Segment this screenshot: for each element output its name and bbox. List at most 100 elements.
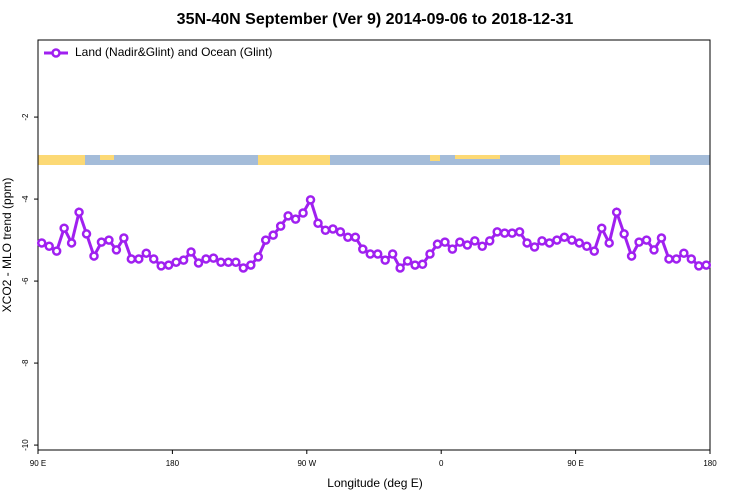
point: [283, 211, 293, 221]
map-strip: [38, 155, 710, 165]
point: [641, 235, 652, 245]
point: [559, 232, 570, 242]
point: [141, 248, 152, 258]
point: [216, 257, 226, 267]
point: [201, 254, 211, 264]
point: [268, 230, 278, 240]
point: [387, 249, 398, 259]
point: [89, 251, 99, 261]
point: [81, 229, 92, 239]
point: [604, 238, 614, 248]
point: [208, 253, 219, 263]
point: [477, 241, 488, 251]
point: [410, 260, 420, 270]
y-tick-label: -4: [21, 195, 30, 203]
point: [96, 237, 107, 247]
x-tick-label: 90 E: [567, 459, 583, 468]
point: [656, 233, 667, 243]
x-tick-label: 0: [439, 459, 444, 468]
x-tick-label: 180: [166, 459, 180, 468]
legend-label: Land (Nadir&Glint) and Ocean (Glint): [75, 45, 272, 59]
point: [358, 244, 368, 254]
x-tick-label: 180: [703, 459, 717, 468]
point: [649, 245, 659, 255]
point: [193, 258, 204, 268]
point: [425, 249, 435, 259]
point: [126, 254, 137, 264]
point: [148, 254, 159, 264]
point: [313, 218, 323, 229]
point: [455, 237, 465, 247]
point: [372, 249, 383, 259]
point: [178, 255, 189, 265]
point: [223, 257, 234, 267]
point: [275, 221, 286, 231]
point: [582, 241, 592, 251]
point: [36, 238, 47, 248]
legend-marker: [51, 48, 61, 58]
point: [567, 235, 577, 245]
point: [298, 208, 308, 218]
point: [492, 227, 502, 237]
point: [163, 260, 174, 270]
point: [238, 263, 249, 273]
y-tick-label: -2: [21, 113, 30, 121]
point: [74, 207, 84, 217]
point: [611, 207, 622, 217]
point: [589, 246, 600, 256]
point: [253, 252, 264, 262]
point: [104, 235, 114, 245]
point: [671, 254, 682, 264]
point: [402, 256, 413, 266]
point: [231, 257, 241, 267]
point: [507, 228, 517, 238]
x-tick-label: 90 W: [297, 459, 316, 468]
point: [514, 227, 525, 237]
point: [596, 223, 607, 233]
point: [634, 237, 644, 247]
point: [694, 261, 704, 271]
point: [470, 236, 480, 246]
point: [664, 254, 674, 264]
point: [328, 224, 338, 234]
point: [701, 260, 712, 270]
point: [365, 249, 376, 259]
point: [51, 246, 62, 256]
point: [395, 263, 405, 273]
y-axis-label: XCO2 - MLO trend (ppm): [0, 178, 14, 313]
point: [484, 236, 495, 246]
point: [305, 195, 316, 205]
point: [134, 254, 144, 264]
point: [380, 255, 390, 265]
point: [343, 232, 353, 242]
point: [186, 247, 196, 257]
y-tick-label: -8: [21, 359, 30, 367]
point: [679, 248, 689, 258]
point: [529, 242, 540, 252]
point: [171, 257, 181, 267]
y-tick-label: -6: [21, 277, 30, 285]
point: [320, 225, 331, 235]
point: [156, 261, 166, 271]
point: [462, 240, 473, 250]
point: [499, 228, 510, 238]
point: [246, 260, 256, 270]
point: [447, 244, 458, 254]
point: [44, 241, 54, 251]
point: [686, 254, 697, 264]
point: [626, 251, 637, 261]
point: [335, 227, 346, 237]
chart-title: 35N-40N September (Ver 9) 2014-09-06 to …: [177, 11, 574, 28]
point: [290, 214, 301, 224]
y-tick-label: -10: [21, 439, 30, 451]
point: [619, 229, 629, 239]
point: [417, 259, 428, 270]
point: [574, 238, 585, 248]
point: [111, 245, 122, 255]
point: [552, 235, 562, 245]
point: [537, 236, 547, 246]
point: [59, 223, 69, 233]
point: [350, 232, 361, 242]
point: [260, 235, 271, 245]
